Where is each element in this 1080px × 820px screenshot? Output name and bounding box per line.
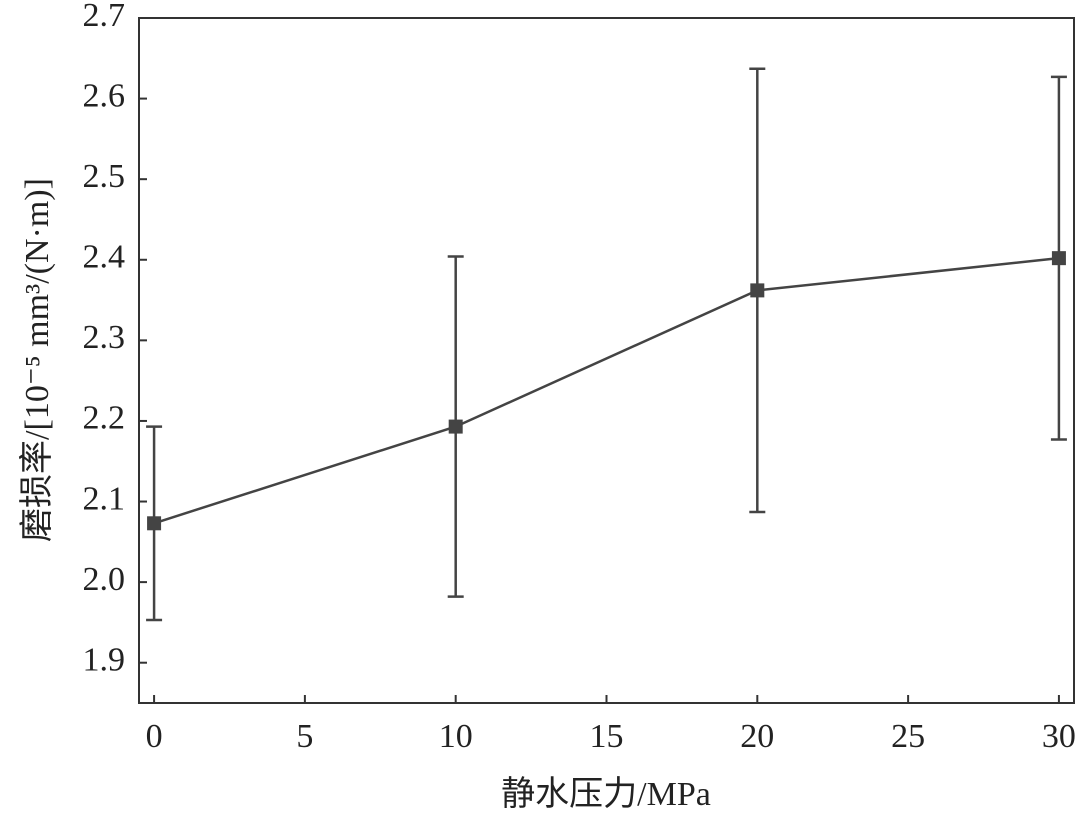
y-tick-label: 2.7	[83, 0, 126, 34]
x-tick-label: 15	[590, 718, 624, 755]
y-tick-label: 2.1	[83, 480, 126, 517]
marker	[448, 419, 463, 434]
y-axis-label: 磨损率/[10⁻⁵ mm³/(N·m)]	[18, 178, 56, 542]
marker	[750, 283, 765, 298]
x-tick-label: 10	[439, 718, 473, 755]
y-tick-label: 2.3	[83, 319, 126, 356]
marker	[1051, 251, 1066, 266]
x-tick-label: 30	[1042, 718, 1076, 755]
y-tick-label: 1.9	[83, 642, 126, 679]
y-tick-label: 2.0	[83, 561, 126, 598]
data-line	[153, 256, 1060, 525]
x-tick-label: 0	[146, 718, 163, 755]
y-tick-label: 2.2	[83, 400, 126, 437]
y-tick-label: 2.5	[83, 158, 126, 195]
marker	[147, 516, 162, 531]
x-tick-label: 25	[891, 718, 925, 755]
x-tick-label: 5	[296, 718, 313, 755]
x-tick-label: 20	[740, 718, 774, 755]
y-tick-label: 2.6	[83, 77, 126, 114]
y-tick-label: 2.4	[83, 239, 126, 276]
plot-frame	[138, 17, 1075, 704]
x-axis-label: 静水压力/MPa	[501, 775, 711, 813]
